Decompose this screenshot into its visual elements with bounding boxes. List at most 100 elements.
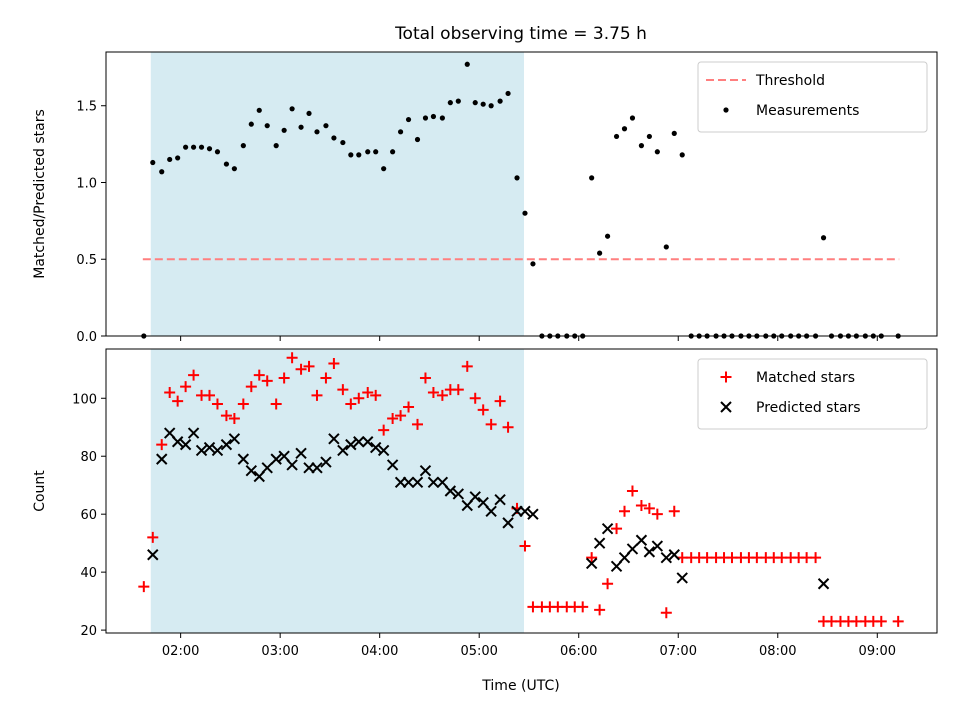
matched-star-point xyxy=(345,398,357,410)
measurement-point xyxy=(264,123,270,129)
matched-star-point xyxy=(395,410,407,422)
y-tick-label: 80 xyxy=(80,450,97,465)
legend: Matched stars Predicted stars xyxy=(697,358,928,430)
predicted-star-point xyxy=(270,453,282,465)
matched-star-point xyxy=(188,369,200,381)
measurement-point xyxy=(646,133,652,140)
predicted-star-point xyxy=(203,441,216,454)
x-tick-label: 05:00 xyxy=(460,644,497,659)
x-axis-label: Time (UTC) xyxy=(481,678,559,694)
y-tick-label: 20 xyxy=(80,624,97,639)
matched-star-point xyxy=(303,360,315,372)
predicted-star-point xyxy=(353,436,365,448)
measurement-point xyxy=(373,149,379,155)
observing-window-shade xyxy=(150,52,524,336)
predicted-star-point xyxy=(261,462,273,474)
matched-star-point xyxy=(387,413,399,425)
measurement-point xyxy=(663,244,669,250)
measurement-point xyxy=(621,126,628,132)
legend-box xyxy=(697,61,928,133)
measurement-point xyxy=(214,149,221,155)
matched-star-point xyxy=(286,352,298,364)
x-tick-label: 07:00 xyxy=(660,644,697,659)
matched-star-point xyxy=(295,363,307,375)
measurement-point xyxy=(464,61,470,67)
matched-star-point xyxy=(156,439,168,451)
measurement-point xyxy=(314,129,320,135)
predicted-star-point xyxy=(635,534,648,546)
matched-star-point xyxy=(245,381,257,393)
predicted-star-point xyxy=(817,578,830,590)
measurement-point xyxy=(256,107,262,113)
matched-star-point xyxy=(253,369,265,381)
matched-star-point xyxy=(311,389,323,401)
y-tick-label: 100 xyxy=(72,392,97,407)
predicted-star-point xyxy=(179,438,192,451)
matched-star-point xyxy=(370,389,382,401)
predicted-star-point xyxy=(295,447,307,460)
axes-frame xyxy=(105,348,938,634)
measurement-point xyxy=(530,261,536,267)
predicted-star-point xyxy=(386,459,399,471)
predicted-star-point xyxy=(237,453,250,465)
matched-star-point xyxy=(875,615,887,627)
series-predicted-stars xyxy=(147,427,830,590)
x-tick-label: 06:00 xyxy=(560,644,597,659)
measurement-point xyxy=(273,143,279,149)
predicted-star-point xyxy=(660,551,673,564)
measurement-point xyxy=(240,143,246,149)
predicted-star-point xyxy=(245,465,258,477)
legend-measurement-swatch xyxy=(723,107,729,113)
matched-star-point xyxy=(320,372,332,384)
matched-star-point xyxy=(228,413,240,425)
measurement-point xyxy=(820,235,827,241)
predicted-star-point xyxy=(502,517,514,529)
predicted-star-point xyxy=(519,505,531,517)
y-tick-label: 60 xyxy=(80,508,97,523)
matched-star-point xyxy=(477,404,489,416)
predicted-star-point xyxy=(485,505,497,517)
matched-star-point xyxy=(452,384,464,396)
y-axis-label: Count xyxy=(32,470,48,512)
axes-frame xyxy=(105,51,938,337)
measurement-point xyxy=(447,100,453,106)
matched-star-point xyxy=(485,418,497,430)
matched-star-point xyxy=(270,398,282,410)
predicted-star-point xyxy=(211,444,224,457)
measurement-point xyxy=(175,155,181,161)
matched-star-point xyxy=(412,418,424,430)
matched-star-point xyxy=(651,508,663,520)
matched-star-point xyxy=(353,392,365,404)
measurement-point xyxy=(159,169,165,175)
matched-star-point xyxy=(668,505,680,517)
matched-star-point xyxy=(619,505,631,517)
predicted-star-point xyxy=(419,465,432,477)
predicted-star-point xyxy=(171,436,184,448)
measurement-point xyxy=(589,175,595,181)
matched-star-point xyxy=(810,552,822,564)
predicted-star-point xyxy=(411,476,424,489)
measurement-point xyxy=(323,123,329,129)
matched-star-point xyxy=(436,389,448,401)
measurement-point xyxy=(480,101,486,107)
x-tick-label: 02:00 xyxy=(162,644,199,659)
measurement-point xyxy=(206,146,213,152)
predicted-star-point xyxy=(320,456,332,468)
measurement-point xyxy=(472,100,478,106)
measurement-point xyxy=(422,115,429,121)
predicted-star-point xyxy=(643,546,656,558)
matched-star-point xyxy=(892,615,904,627)
y-tick-label: 1.0 xyxy=(76,176,97,191)
measurement-point xyxy=(167,156,173,163)
y-tick-label: 1.5 xyxy=(76,100,97,115)
matched-star-point xyxy=(220,410,232,422)
predicted-star-point xyxy=(286,459,298,471)
measurement-point xyxy=(356,152,362,158)
measurement-point xyxy=(340,139,346,146)
x-tick-label: 04:00 xyxy=(361,644,398,659)
matched-star-point xyxy=(502,421,514,433)
y-axis-label: Matched/Predicted stars xyxy=(32,109,48,279)
predicted-star-point xyxy=(362,436,374,448)
matched-star-point xyxy=(494,395,506,407)
predicted-star-point xyxy=(593,537,606,549)
